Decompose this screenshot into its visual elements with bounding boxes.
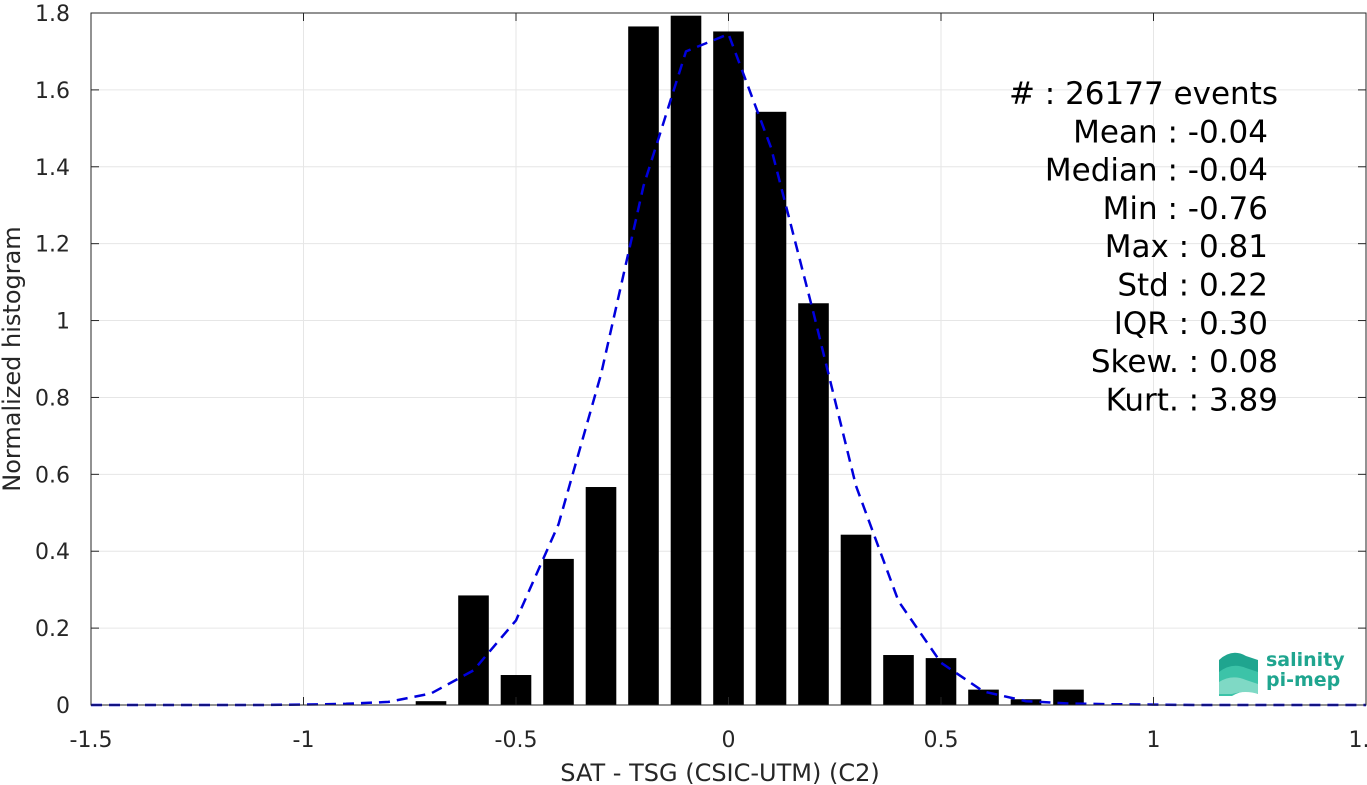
- stat-line: Kurt. : 3.89: [1106, 382, 1278, 418]
- histogram-bar: [713, 31, 744, 706]
- y-tick-label: 1: [56, 310, 70, 335]
- y-tick-label: 1.8: [35, 2, 70, 27]
- x-tick-label: -1: [293, 728, 315, 753]
- y-tick-label: 1.4: [35, 156, 70, 181]
- histogram-bar: [628, 26, 659, 705]
- stat-line: Skew. : 0.08: [1091, 344, 1278, 380]
- salinity-pi-mep-logo: salinity pi-mep: [1219, 649, 1345, 696]
- histogram-bar: [755, 111, 787, 705]
- y-tick-label: 0.6: [35, 463, 70, 488]
- logo-text-line2: pi-mep: [1266, 669, 1340, 691]
- x-axis-label: SAT - TSG (CSIC-UTM) (C2): [560, 759, 879, 785]
- y-tick-label: 0.2: [35, 617, 70, 642]
- histogram-bar: [458, 595, 489, 705]
- histogram-bar: [798, 303, 829, 705]
- histogram-bar: [1053, 689, 1084, 705]
- histogram-bar: [968, 689, 999, 705]
- y-tick-label: 0.8: [35, 386, 70, 411]
- histogram-bar: [670, 15, 702, 706]
- x-tick-label: 0.5: [924, 728, 959, 753]
- y-tick-label: 0.4: [35, 540, 70, 565]
- y-axis-label: Normalized histogram: [0, 226, 26, 491]
- histogram-bar: [585, 487, 617, 705]
- stat-line: # : 26177 events: [1009, 76, 1278, 112]
- y-tick-label: 0: [56, 694, 70, 719]
- stat-line: Mean : -0.04: [1073, 114, 1268, 150]
- y-axis-ticks: 0 0.2 0.4 0.6 0.8 1 1.2 1.4 1.6 1.8: [35, 2, 1366, 719]
- x-tick-label: -0.5: [495, 728, 538, 753]
- histogram-bar: [543, 558, 574, 705]
- stat-line: Std : 0.22: [1117, 268, 1268, 304]
- stat-line: Max : 0.81: [1105, 229, 1268, 265]
- stat-line: Min : -0.76: [1103, 191, 1268, 227]
- bars: [415, 15, 1084, 706]
- histogram-bar: [840, 534, 872, 705]
- logo-wave-icon: [1219, 652, 1258, 696]
- logo-text-line1: salinity: [1266, 649, 1345, 671]
- x-tick-label: 1.5: [1349, 728, 1367, 753]
- stat-line: Median : -0.04: [1045, 153, 1268, 189]
- histogram-bar: [415, 701, 447, 705]
- x-axis-ticks: -1.5 -1 -0.5 0 0.5 1 1.5: [70, 13, 1367, 753]
- histogram-bar: [883, 655, 914, 705]
- x-tick-label: 1: [1147, 728, 1161, 753]
- stat-line: IQR : 0.30: [1114, 306, 1268, 342]
- y-tick-label: 1.2: [35, 233, 70, 258]
- x-tick-label: -1.5: [70, 728, 113, 753]
- x-tick-label: 0: [722, 728, 736, 753]
- y-tick-label: 1.6: [35, 79, 70, 104]
